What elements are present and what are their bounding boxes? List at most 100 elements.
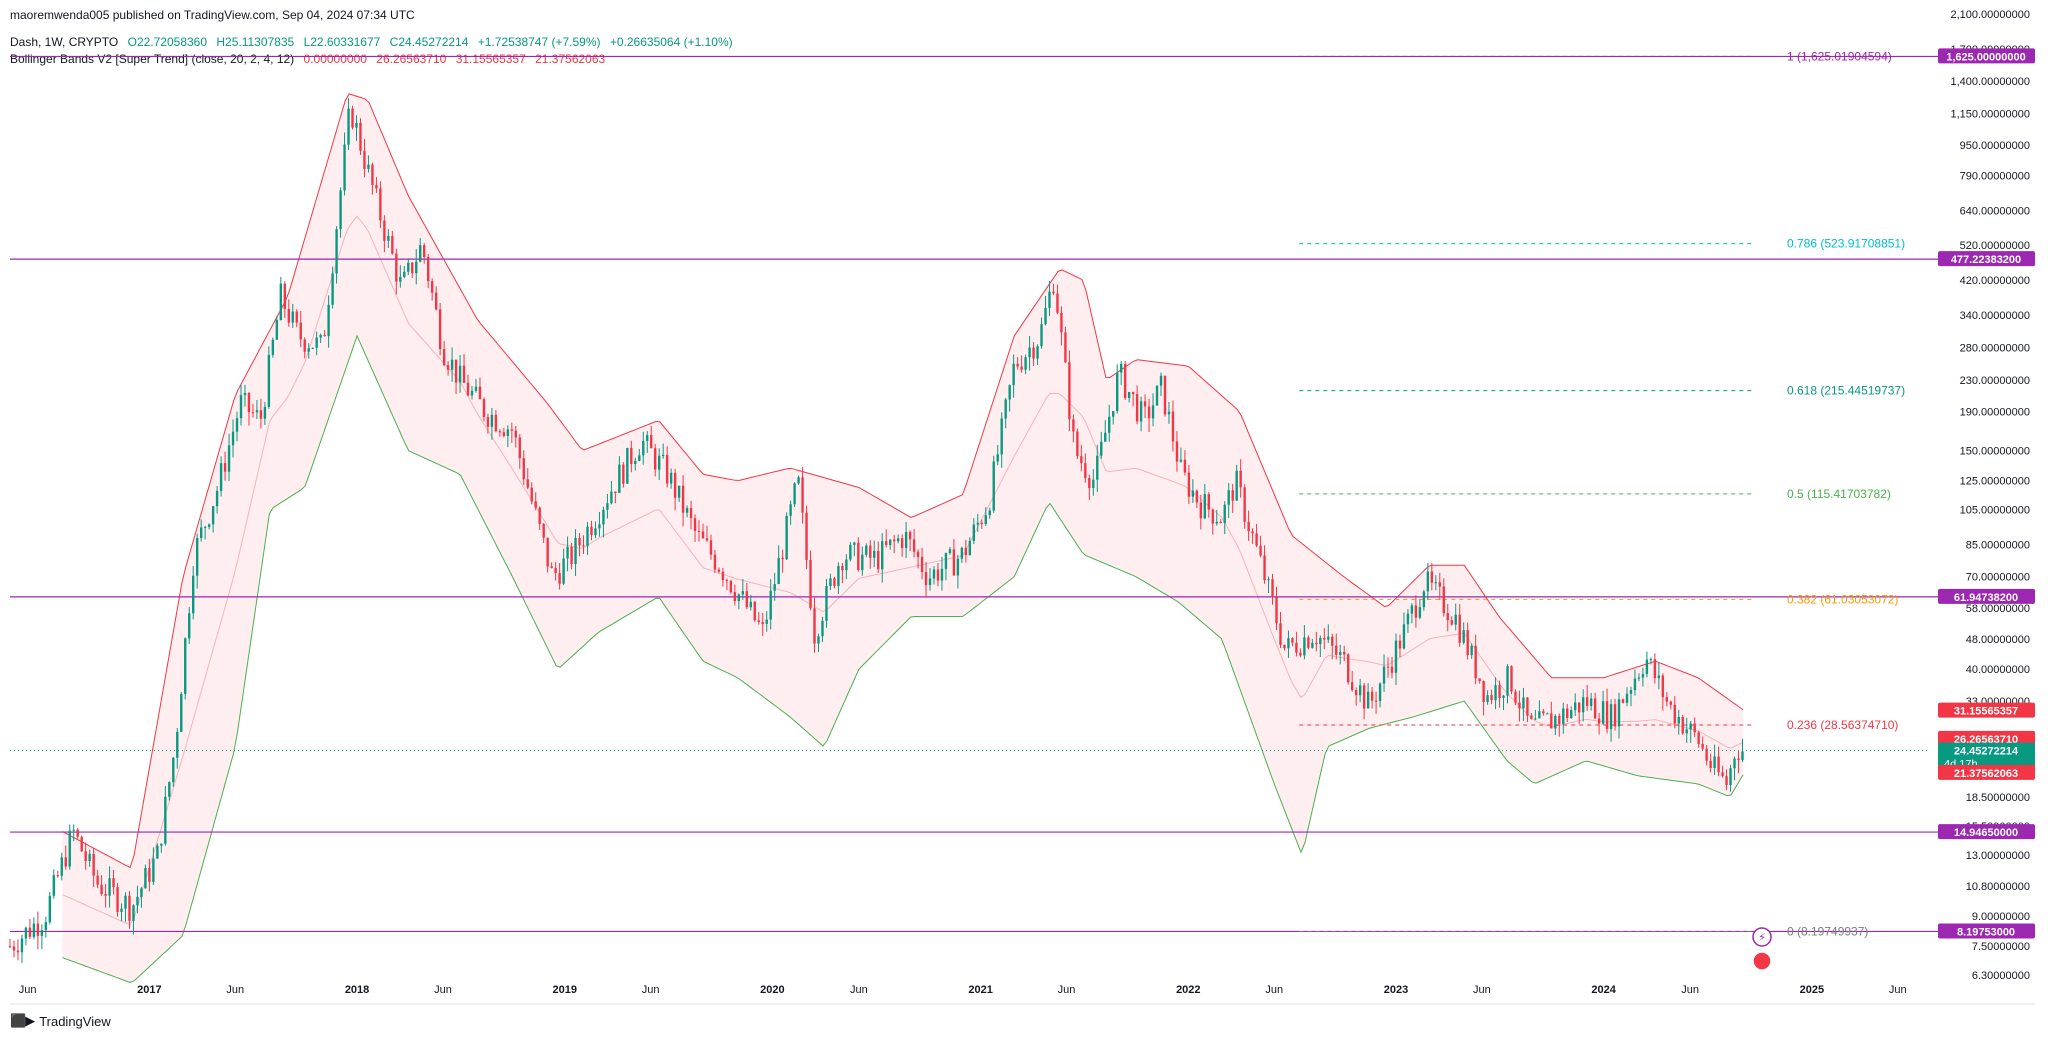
candle-body xyxy=(1653,659,1657,679)
price-axis-tick: 58.00000000 xyxy=(1966,603,2030,615)
price-axis-tick: 125.00000000 xyxy=(1960,476,2030,488)
candle-body xyxy=(275,320,279,340)
candle-body xyxy=(1331,636,1334,646)
candle-body xyxy=(1450,620,1453,625)
candle-body xyxy=(108,878,111,896)
candle-body xyxy=(1382,666,1386,684)
tradingview-brand[interactable]: ⬛▶ TradingView xyxy=(10,1013,111,1029)
candle-body xyxy=(438,309,442,350)
candle-body xyxy=(1430,571,1434,583)
candle-body xyxy=(626,447,629,484)
candle-body xyxy=(24,927,28,939)
candle-body xyxy=(753,601,756,621)
bollinger-lower-band xyxy=(62,334,1744,983)
candle-body xyxy=(478,386,482,400)
candle-body xyxy=(1490,695,1493,701)
candle-body xyxy=(315,337,318,348)
candle-body xyxy=(1669,701,1672,705)
price-axis-badge-text: 24.45272214 xyxy=(1954,746,2019,758)
candle-body xyxy=(1733,758,1736,769)
candle-body xyxy=(1116,372,1119,412)
candle-body xyxy=(343,144,346,191)
candle-body xyxy=(582,545,585,547)
candle-body xyxy=(339,190,342,230)
candle-body xyxy=(916,551,920,557)
candle-body xyxy=(1454,614,1457,625)
candle-body xyxy=(956,558,960,576)
candle-body xyxy=(1597,718,1601,724)
candle-body xyxy=(1044,307,1047,325)
time-axis-tick: Jun xyxy=(1265,984,1283,996)
price-axis-tick: 105.00000000 xyxy=(1960,505,2030,517)
indicator-value-1: 0.00000000 xyxy=(303,52,367,66)
candle-body xyxy=(948,549,952,554)
candle-body xyxy=(1052,291,1055,294)
candle-body xyxy=(486,417,490,427)
candle-body xyxy=(1135,394,1139,422)
candle-body xyxy=(1426,571,1430,592)
candle-body xyxy=(267,354,271,407)
candle-body xyxy=(1378,683,1382,702)
price-axis-tick: 48.00000000 xyxy=(1966,634,2030,646)
candle-body xyxy=(407,262,410,272)
candle-body xyxy=(442,349,446,365)
candle-body xyxy=(526,479,529,488)
candle-body xyxy=(1159,375,1163,386)
indicator-name[interactable]: Bollinger Bands V2 [Super Trend] (close,… xyxy=(10,52,295,66)
candle-body xyxy=(136,896,139,906)
candle-body xyxy=(749,601,752,608)
candle-body xyxy=(988,510,991,516)
price-axis-badge xyxy=(1938,764,2035,780)
candle-body xyxy=(283,283,287,309)
symbol-label[interactable]: Dash, 1W, CRYPTO xyxy=(10,35,119,49)
candle-body xyxy=(900,538,904,549)
candle-body xyxy=(1068,362,1071,420)
candle-body xyxy=(940,568,944,581)
candle-body xyxy=(673,472,677,498)
candle-body xyxy=(1247,521,1250,532)
candle-body xyxy=(387,235,390,241)
candle-body xyxy=(1343,651,1346,655)
candle-body xyxy=(251,412,255,414)
candle-body xyxy=(482,399,486,418)
candle-body xyxy=(530,487,533,502)
candle-body xyxy=(1637,677,1641,679)
candle-body xyxy=(1223,504,1226,524)
candle-body xyxy=(303,339,306,352)
candle-body xyxy=(1036,346,1039,359)
candle-body xyxy=(466,382,470,396)
price-axis-badge-text: 61.94738200 xyxy=(1954,592,2018,604)
candle-body xyxy=(96,875,99,885)
candle-body xyxy=(430,281,434,293)
candle-body xyxy=(1474,645,1477,679)
candle-body xyxy=(912,539,916,552)
candle-body xyxy=(1737,758,1740,761)
candle-body xyxy=(1040,324,1043,347)
price-axis-badge-text: 14.94650000 xyxy=(1954,827,2018,839)
candle-body xyxy=(1562,708,1565,724)
candle-body xyxy=(76,829,79,837)
candle-body xyxy=(323,335,326,337)
candle-body xyxy=(606,503,609,510)
candle-body xyxy=(434,292,438,310)
candle-body xyxy=(1092,479,1095,488)
candle-body xyxy=(391,235,394,254)
indicator-legend: Bollinger Bands V2 [Super Trend] (close,… xyxy=(10,52,611,66)
candle-body xyxy=(972,524,976,541)
candle-body xyxy=(801,477,804,513)
ohlc-legend: Dash, 1W, CRYPTO O22.72058360 H25.113078… xyxy=(10,35,739,49)
candle-body xyxy=(721,571,725,580)
candle-body xyxy=(817,636,820,644)
candle-body xyxy=(932,569,936,579)
candle-body xyxy=(1072,419,1075,432)
candle-body xyxy=(1283,644,1286,649)
brand-name: TradingView xyxy=(39,1013,111,1029)
candle-body xyxy=(1303,637,1306,656)
candle-body xyxy=(737,594,741,602)
candle-body xyxy=(92,853,95,876)
candle-body xyxy=(72,829,75,831)
candle-body xyxy=(1271,579,1274,598)
price-axis-tick: 340.00000000 xyxy=(1960,310,2030,322)
fib-level-label: 0 (8.19749937) xyxy=(1787,924,1868,938)
